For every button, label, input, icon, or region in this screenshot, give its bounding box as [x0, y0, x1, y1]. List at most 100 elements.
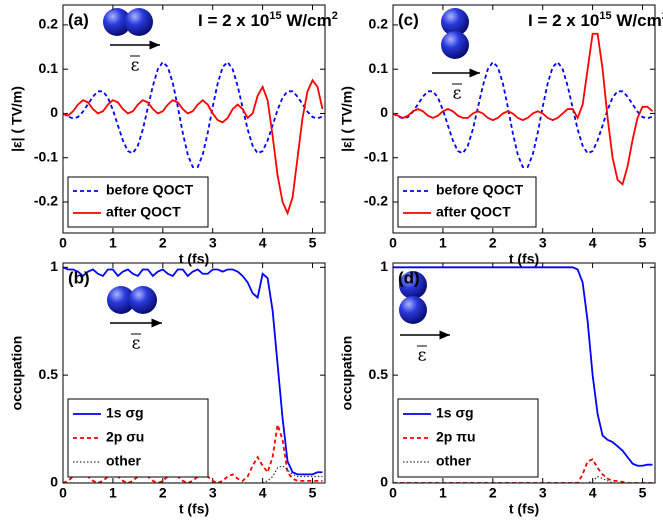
molecule-icon: ε: [399, 271, 450, 366]
x-tick-label: 2: [489, 235, 497, 251]
x-axis-label: t (fs): [509, 251, 539, 267]
x-tick-label: 1: [439, 485, 447, 501]
plot-frame: [62, 4, 326, 234]
y-axis-label: |ε| ( TV/m): [339, 86, 355, 152]
series-line: [393, 475, 653, 483]
legend: before QOCT after QOCT: [67, 176, 209, 228]
panel-label: (a): [68, 10, 89, 29]
x-axis-label: t (fs): [179, 501, 209, 517]
x-tick-label: 3: [209, 235, 217, 251]
x-tick-label: 5: [639, 485, 647, 501]
intensity-part: 2: [662, 10, 663, 22]
y-tick-label: 0: [380, 104, 388, 120]
panel-label: (c): [398, 10, 419, 29]
legend: 1s σg 2p σu other: [67, 398, 209, 478]
intensity-part: W/cm: [612, 11, 662, 30]
legend-label: 1s σg: [436, 405, 474, 421]
legend-label: after QOCT: [436, 204, 511, 220]
y-tick-label: 0.2: [39, 16, 59, 32]
y-tick-label: 0.1: [369, 60, 389, 76]
x-axis-label: t (fs): [509, 501, 539, 517]
legend-label: 2p πu: [436, 429, 476, 445]
x-tick-label: 3: [539, 485, 547, 501]
x-tick-label: 1: [109, 485, 117, 501]
x-tick-label: 5: [309, 235, 317, 251]
plot-frame: [392, 4, 656, 234]
plot-frame: [62, 262, 326, 484]
legend: before QOCT after QOCT: [397, 176, 537, 228]
intensity-part: 15: [599, 10, 611, 22]
y-tick-label: -0.1: [364, 148, 388, 164]
y-axis-label: occupation: [9, 336, 25, 411]
intensity-part: 2: [332, 10, 338, 22]
x-tick-label: 4: [259, 235, 267, 251]
x-tick-label: 3: [209, 485, 217, 501]
legend-label: other: [106, 453, 142, 469]
field-label: ε: [131, 56, 140, 76]
series-line: [393, 266, 653, 467]
molecule-icon: ε: [103, 8, 160, 76]
intensity-part: W/cm: [282, 11, 332, 30]
y-tick-label: 0: [50, 474, 58, 490]
intensity-part: I = 2 x 10: [528, 11, 599, 30]
y-tick-label: 0.2: [369, 16, 389, 32]
legend-box: [397, 398, 539, 478]
field-label: ε: [132, 334, 141, 354]
legend-label: before QOCT: [436, 182, 524, 198]
intensity-label: I = 2 x 1015 W/cm2: [198, 10, 338, 31]
intensity-label: I = 2 x 1015 W/cm2: [528, 10, 663, 31]
intensity-part: 15: [269, 10, 281, 22]
legend-label: 1s σg: [106, 405, 144, 421]
y-tick-label: 0.5: [39, 366, 59, 382]
y-tick-label: -0.2: [364, 193, 388, 209]
x-tick-label: 0: [59, 235, 67, 251]
series-line: [63, 60, 323, 168]
series-line: [63, 424, 323, 483]
legend-label: after QOCT: [106, 204, 181, 220]
panel-label: (b): [68, 268, 90, 287]
x-tick-label: 4: [589, 235, 597, 251]
x-tick-label: 0: [59, 485, 67, 501]
x-axis-label: t (fs): [179, 251, 209, 267]
y-tick-label: 0.5: [369, 366, 389, 382]
plot-frame: [392, 262, 656, 484]
series-line: [63, 266, 323, 476]
legend-label: 2p σu: [106, 429, 144, 445]
y-tick-label: 1: [380, 258, 388, 274]
series-line: [393, 32, 654, 186]
x-tick-label: 2: [489, 485, 497, 501]
molecule-icon: ε: [432, 8, 480, 104]
field-label: ε: [453, 84, 462, 104]
y-tick-label: 0: [50, 104, 58, 120]
x-tick-label: 2: [159, 485, 167, 501]
x-tick-label: 2: [159, 235, 167, 251]
legend-box: [67, 176, 209, 228]
legend-label: before QOCT: [106, 182, 194, 198]
y-axis-label: |ε| ( TV/m): [9, 86, 25, 152]
series-line: [393, 458, 653, 483]
series-line: [393, 60, 653, 168]
molecule-icon: ε: [107, 286, 162, 354]
x-tick-label: 5: [639, 235, 647, 251]
y-axis-label: occupation: [339, 336, 355, 411]
series-line: [63, 78, 324, 216]
x-tick-label: 1: [109, 235, 117, 251]
y-tick-label: 0.1: [39, 60, 59, 76]
y-tick-label: -0.2: [34, 193, 58, 209]
y-tick-label: 0: [380, 474, 388, 490]
legend-label: other: [436, 453, 472, 469]
x-tick-label: 4: [259, 485, 267, 501]
x-tick-label: 3: [539, 235, 547, 251]
legend-box: [67, 398, 209, 478]
x-tick-label: 0: [389, 485, 397, 501]
legend: 1s σg 2p πu other: [397, 398, 539, 478]
intensity-part: I = 2 x 10: [198, 11, 269, 30]
x-tick-label: 4: [589, 485, 597, 501]
legend-box: [397, 176, 537, 228]
y-tick-label: -0.1: [34, 148, 58, 164]
field-label: ε: [418, 346, 427, 366]
panel-label: (d): [398, 268, 420, 287]
y-tick-label: 1: [50, 258, 58, 274]
